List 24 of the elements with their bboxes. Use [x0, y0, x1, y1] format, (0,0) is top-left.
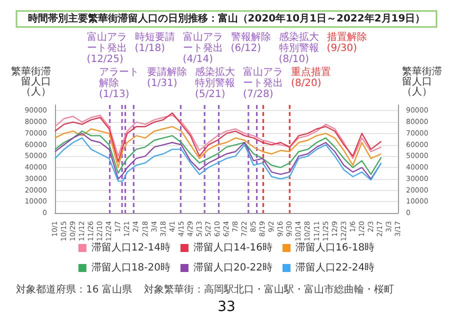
legend-label: 滞留人口22-24時 — [296, 262, 375, 274]
text: 33 — [218, 299, 236, 315]
ref-line-label: 富山アラート発出(7/28) — [243, 66, 284, 100]
ref-line-label: 警報解除(6/12) — [230, 31, 271, 54]
legend-label: 滞留人口20-22時 — [193, 262, 273, 274]
ref-line-label: 時短要請(1/18) — [134, 31, 175, 54]
ref-line-label: 富山アラート発出(4/14) — [182, 31, 223, 65]
legend-label: 滞留人口16-18時 — [296, 242, 375, 254]
legend-label: 滞留人口14-16時 — [193, 242, 273, 254]
y2-axis-title: 繁華街滞留人口（人） — [402, 66, 442, 98]
ref-line-label: アラート解除(1/13) — [99, 67, 140, 100]
ref-line-label: 富山アラート発出(12/25) — [86, 31, 127, 65]
ref-line-label: 措置解除(9/30) — [326, 31, 367, 54]
ref-line-label: 感染拡大特別警報(8/10) — [278, 31, 319, 65]
text: 対象繁華街：高岡駅北口・富山駅・富山市総曲輪・桜町 — [144, 284, 394, 296]
y-axis-title: 繁華街滞留人口（人） — [11, 66, 51, 98]
legend-label: 滞留人口12-14時 — [91, 242, 170, 254]
legend-label: 滞留人口18-20時 — [91, 262, 170, 274]
ref-line-label: 感染拡大特別警報(5/21) — [195, 66, 236, 100]
chart-title: 時間帯別主要繁華街滞留人口の日別推移：富山（2020年10月1日～2022年2月19日） — [28, 12, 426, 24]
ref-line-label: 要請解除(1/31) — [147, 66, 188, 89]
line-series — [54, 126, 382, 168]
text: 対象都道府県：16 富山県 — [16, 284, 132, 296]
ref-line-label: 重点措置(8/20) — [291, 66, 332, 89]
